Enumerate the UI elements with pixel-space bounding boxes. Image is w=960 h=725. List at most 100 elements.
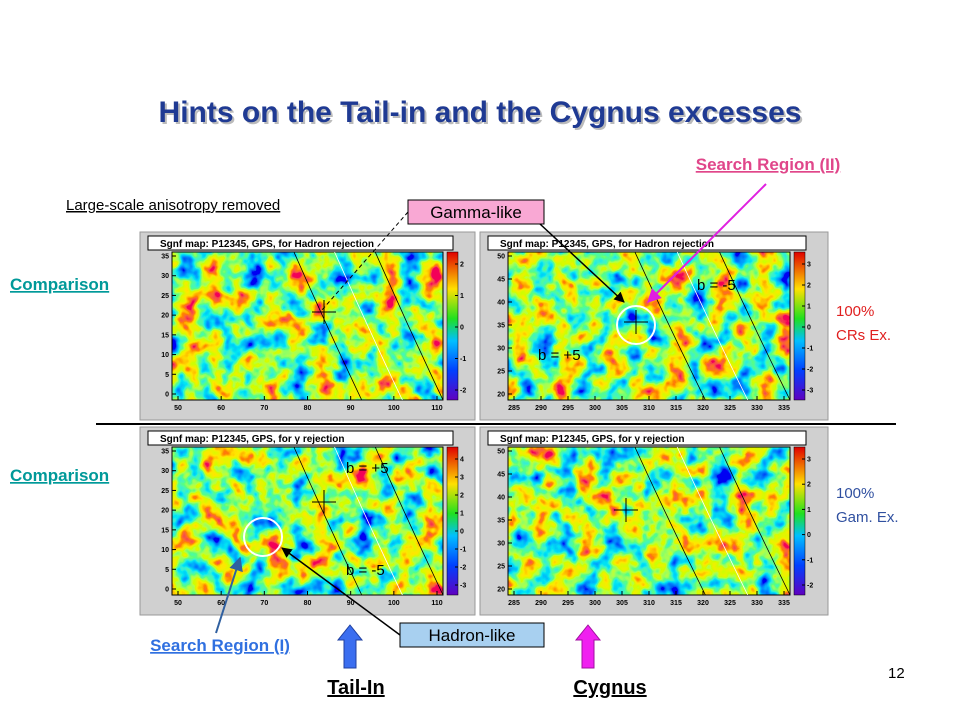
latitude-line — [293, 251, 363, 401]
tail-in-label: Tail-In — [327, 677, 384, 699]
colorbar-tick-label: 1 — [460, 293, 464, 300]
y-tick-label: 30 — [161, 468, 169, 475]
colorbar-tick-label: -3 — [460, 583, 466, 590]
x-tick-label: 310 — [643, 600, 655, 607]
map-title-box — [487, 430, 807, 446]
map-title: Sgnf map: P12345, GPS, for Hadron reject… — [160, 239, 374, 250]
source-cross — [614, 498, 638, 522]
y-tick-label: 40 — [497, 300, 505, 307]
x-tick-label: 80 — [304, 600, 312, 607]
comparison-link[interactable]: Comparison — [10, 466, 109, 485]
map-title-box — [147, 235, 454, 251]
gamma-like-box — [407, 199, 545, 225]
x-tick-label: 110 — [431, 405, 442, 412]
cygnus-label: Cygnus — [573, 677, 646, 699]
colorbar — [446, 446, 459, 596]
heatmap — [172, 252, 443, 400]
latitude-line — [676, 446, 749, 596]
x-tick-label: 295 — [562, 600, 574, 607]
y-tick-label: 20 — [161, 508, 169, 515]
colorbar-tick-label: -1 — [460, 356, 466, 363]
arrow-up — [574, 624, 602, 669]
y-tick-label: 15 — [161, 332, 169, 339]
x-tick-label: 290 — [535, 600, 547, 607]
hadron-like-box — [399, 622, 545, 648]
slide-title: Hints on the Tail-in and the Cygnus exce… — [159, 96, 802, 129]
x-tick-label: 50 — [174, 600, 182, 607]
map-title: Sgnf map: P12345, GPS, for Hadron reject… — [500, 239, 714, 250]
colorbar-tick-label: -1 — [807, 346, 813, 353]
colorbar-tick-label: 2 — [807, 283, 811, 290]
search-region-1[interactable]: Search Region (I) — [150, 636, 290, 655]
page-number: 12 — [888, 665, 905, 682]
y-tick-label: 30 — [497, 346, 505, 353]
colorbar-tick-label: 3 — [460, 475, 464, 482]
x-tick-label: 60 — [217, 405, 225, 412]
y-tick-label: 45 — [497, 472, 505, 479]
colorbar-tick-label: -3 — [807, 388, 813, 395]
latitude-line — [676, 251, 749, 401]
latitude-line — [374, 446, 444, 596]
search-circle — [243, 517, 283, 557]
x-tick-label: 300 — [589, 405, 601, 412]
y-tick-label: 10 — [161, 547, 169, 554]
x-tick-label: 50 — [174, 405, 182, 412]
gam-label: Gam. Ex. — [836, 509, 899, 526]
source-cross — [312, 300, 336, 324]
x-tick-label: 320 — [697, 405, 709, 412]
search-region-2[interactable]: Search Region (II) — [696, 155, 841, 174]
pointer — [215, 556, 243, 634]
x-tick-label: 295 — [562, 405, 574, 412]
y-tick-label: 10 — [161, 352, 169, 359]
x-tick-label: 290 — [535, 405, 547, 412]
colorbar-tick-label: 0 — [460, 325, 464, 332]
y-tick-label: 45 — [497, 277, 505, 284]
latitude-line — [634, 251, 706, 401]
y-tick-label: 0 — [165, 392, 169, 399]
colorbar-tick-label: 2 — [460, 493, 464, 500]
latitude-line — [374, 251, 444, 401]
colorbar-tick-label: -2 — [460, 388, 466, 395]
x-tick-label: 315 — [670, 405, 682, 412]
colorbar-tick-label: -1 — [460, 547, 466, 554]
map-title: Sgnf map: P12345, GPS, for γ rejection — [500, 434, 685, 445]
y-tick-label: 50 — [497, 449, 505, 456]
x-tick-label: 315 — [670, 600, 682, 607]
gam-label: 100% — [836, 485, 874, 502]
y-tick-label: 25 — [497, 564, 505, 571]
y-tick-label: 35 — [161, 254, 169, 261]
comparison-link[interactable]: Comparison — [10, 275, 109, 294]
latitude-line — [293, 446, 363, 596]
colorbar-tick-label: 3 — [807, 262, 811, 269]
y-tick-label: 35 — [497, 323, 505, 330]
cr-label: 100% — [836, 303, 874, 320]
heatmap — [508, 252, 790, 400]
map-title: Sgnf map: P12345, GPS, for γ rejection — [160, 434, 345, 445]
y-tick-label: 20 — [161, 313, 169, 320]
cr-label: CRs Ex. — [836, 327, 891, 344]
x-tick-label: 110 — [431, 600, 442, 607]
search-circle — [616, 305, 656, 345]
colorbar-tick-label: 1 — [460, 511, 464, 518]
x-tick-label: 330 — [751, 405, 763, 412]
heatmap — [172, 447, 443, 595]
colorbar-tick-label: -2 — [807, 583, 813, 590]
map-panel: Sgnf map: P12345, GPS, for γ rejection 50… — [479, 426, 829, 616]
x-tick-label: 90 — [347, 405, 355, 412]
latitude-label: b = -5 — [346, 562, 385, 579]
map-panel: Sgnf map: P12345, GPS, for Hadron reject… — [139, 231, 476, 421]
colorbar-tick-label: 1 — [807, 304, 811, 311]
x-tick-label: 285 — [508, 600, 520, 607]
latitude-label: b = +5 — [538, 347, 581, 364]
heatmap — [508, 447, 790, 595]
map-panel: Sgnf map: P12345, GPS, for Hadron reject… — [479, 231, 829, 421]
title-shadow: Hints on the Tail-in and the Cygnus exce… — [161, 98, 804, 131]
x-tick-label: 325 — [724, 405, 736, 412]
colorbar-tick-label: 0 — [460, 529, 464, 536]
colorbar-tick-label: 1 — [807, 507, 811, 514]
latitude-label: b = +5 — [346, 460, 389, 477]
y-tick-label: 15 — [161, 527, 169, 534]
y-tick-label: 0 — [165, 587, 169, 594]
map-title-box — [147, 430, 454, 446]
latitude-line — [334, 251, 403, 401]
